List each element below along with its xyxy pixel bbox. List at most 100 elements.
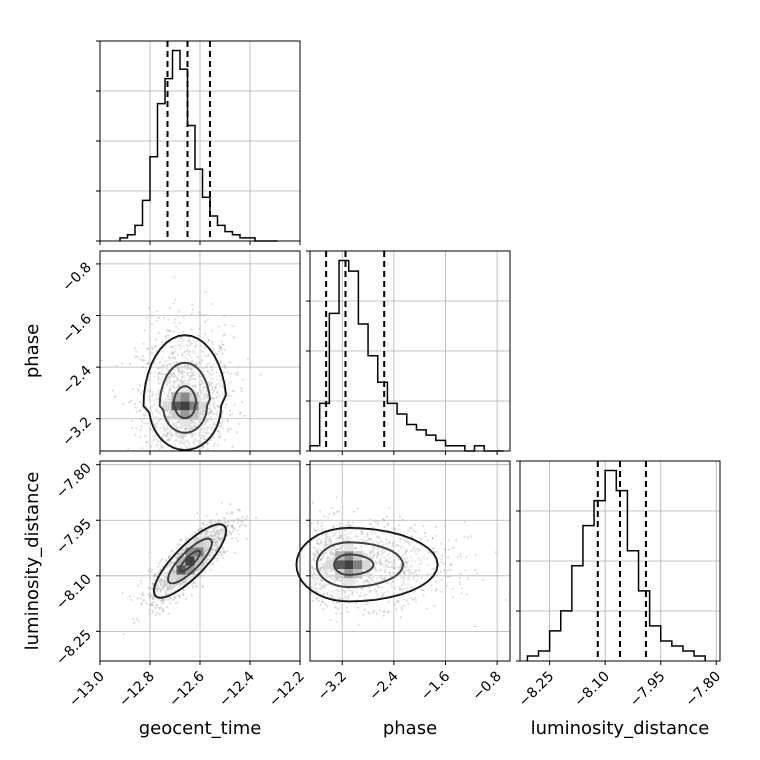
scatter-point: [398, 523, 401, 526]
scatter-point: [206, 362, 209, 366]
scatter-point: [240, 523, 243, 527]
scatter-point: [149, 399, 152, 402]
x-tick-label: −12.6: [166, 668, 208, 710]
scatter-point: [195, 355, 198, 359]
scatter-point: [148, 592, 152, 595]
scatter-point: [205, 419, 208, 422]
scatter-point: [168, 555, 171, 558]
scatter-point: [169, 435, 172, 438]
contour-line: [158, 361, 212, 434]
scatter-point: [184, 427, 187, 431]
scatter-point: [206, 426, 209, 429]
scatter-point: [194, 352, 197, 355]
scatter-point: [138, 357, 141, 360]
scatter-point: [161, 435, 164, 439]
scatter-point: [171, 351, 174, 354]
scatter-point: [204, 347, 207, 350]
scatter-point: [215, 371, 218, 375]
scatter-point: [168, 438, 171, 441]
scatter-point: [215, 386, 218, 389]
scatter-point: [161, 398, 164, 401]
scatter-point: [222, 516, 225, 519]
contour-fill: [296, 528, 438, 602]
scatter-point: [233, 520, 236, 523]
scatter-point: [154, 606, 157, 610]
scatter-point: [198, 328, 201, 331]
scatter-point: [186, 348, 189, 351]
scatter-point: [190, 425, 193, 428]
density-bin: [171, 392, 181, 402]
scatter-point: [195, 373, 198, 376]
scatter-point: [175, 432, 178, 435]
scatter-point: [164, 372, 167, 375]
scatter-point: [246, 357, 249, 360]
scatter-point: [165, 380, 168, 383]
scatter-point: [213, 538, 216, 542]
scatter-point: [189, 418, 192, 422]
scatter-point: [180, 380, 183, 383]
scatter-point: [400, 608, 403, 611]
scatter-point: [196, 440, 199, 443]
scatter-point: [374, 520, 377, 523]
scatter-point: [174, 357, 177, 360]
scatter-point: [178, 435, 181, 438]
scatter-point: [191, 303, 194, 306]
scatter-point: [172, 373, 176, 376]
scatter-point: [329, 619, 332, 622]
scatter-point: [206, 428, 209, 431]
scatter-point: [209, 377, 212, 380]
scatter-point: [166, 415, 169, 418]
scatter-point: [202, 371, 205, 374]
scatter-point: [352, 510, 355, 513]
scatter-point: [176, 383, 179, 386]
scatter-point: [202, 351, 205, 354]
scatter-point: [175, 426, 178, 429]
scatter-point: [198, 442, 201, 445]
scatter-point: [163, 433, 166, 436]
scatter-point: [159, 381, 162, 384]
y-tick-label: −3.2: [59, 414, 94, 449]
scatter-point: [185, 427, 188, 430]
scatter-point: [172, 560, 176, 564]
scatter-point: [220, 415, 223, 418]
scatter-point: [204, 548, 207, 551]
scatter-point: [156, 590, 159, 593]
scatter-point: [141, 593, 144, 596]
scatter-point: [156, 603, 159, 607]
scatter-point: [182, 438, 185, 441]
scatter-point: [189, 419, 192, 422]
scatter-point: [182, 316, 185, 319]
scatter-point: [166, 589, 169, 592]
scatter-point: [207, 530, 210, 533]
scatter-point: [229, 381, 232, 384]
scatter-point: [170, 434, 173, 437]
scatter-point: [230, 526, 233, 529]
scatter-point: [217, 430, 220, 433]
scatter-point: [205, 559, 208, 562]
scatter-point: [176, 377, 179, 380]
scatter-point: [174, 347, 177, 350]
scatter-point: [199, 344, 202, 347]
scatter-point: [219, 424, 223, 428]
scatter-point: [158, 562, 161, 565]
scatter-point: [168, 399, 172, 402]
scatter-point: [143, 422, 146, 425]
scatter-point: [137, 584, 140, 587]
scatter-point: [100, 359, 103, 362]
scatter-point: [157, 382, 160, 385]
scatter-point: [165, 434, 168, 437]
scatter-point: [201, 416, 204, 419]
scatter-point: [195, 422, 199, 426]
scatter-point: [183, 363, 186, 367]
scatter-point: [200, 360, 203, 363]
scatter-point: [163, 426, 166, 429]
scatter-point: [209, 425, 213, 428]
scatter-point: [201, 445, 204, 448]
scatter-point: [188, 428, 191, 431]
scatter-point: [195, 362, 198, 366]
scatter-point: [208, 412, 211, 415]
scatter-point: [194, 439, 197, 442]
axis-ticks: [96, 263, 301, 455]
scatter-point: [219, 349, 223, 352]
scatter-point: [233, 403, 236, 406]
